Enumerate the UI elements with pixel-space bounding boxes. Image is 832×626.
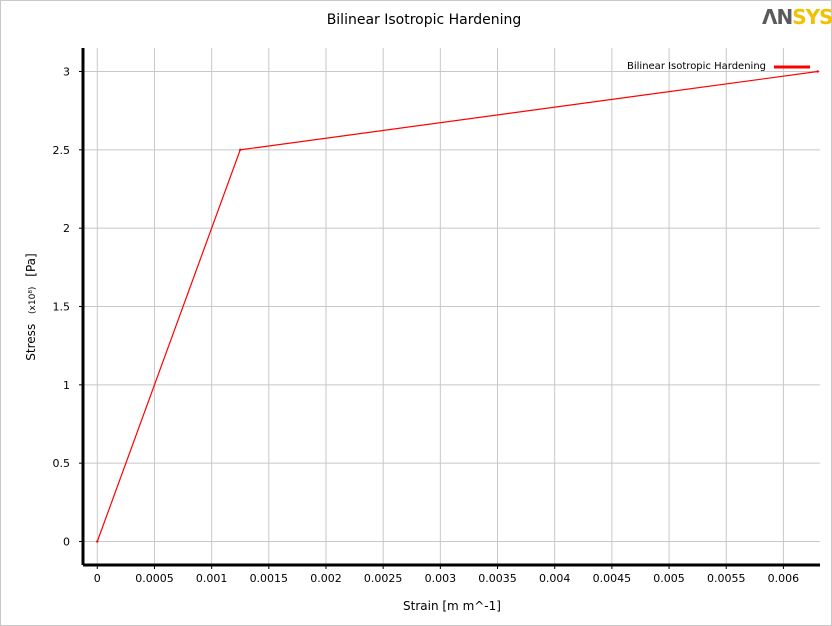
y-tick-label: 2.5	[53, 144, 71, 157]
legend-entry-label: Bilinear Isotropic Hardening	[627, 61, 766, 72]
axes	[79, 48, 820, 569]
logo-text-part1: ΛN	[762, 5, 792, 29]
logo-text-part2: SYS	[792, 5, 832, 29]
x-tick-label: 0.0005	[135, 572, 174, 585]
y-tick-label: 1.5	[53, 301, 71, 314]
x-tick-label: 0	[94, 572, 101, 585]
x-tick-labels: 0 0.0005 0.001 0.0015 0.002 0.0025 0.003 0.0035…	[94, 572, 799, 585]
y-tick-label: 0	[63, 536, 70, 549]
x-axis-label: Strain [m m^-1]	[403, 599, 501, 613]
y-tick-label: 1	[63, 379, 70, 392]
ansys-logo: ΛNSYS	[762, 5, 832, 29]
x-tick-label: 0.001	[196, 572, 228, 585]
chart-title: Bilinear Isotropic Hardening	[327, 12, 522, 28]
svg-text:Stress (x10⁸) [Pa]: Stress (x10⁸) [Pa]	[24, 253, 38, 360]
x-tick-label: 0.003	[425, 572, 457, 585]
data-point	[96, 540, 99, 543]
y-tick-label: 2	[63, 222, 70, 235]
x-tick-label: 0.0015	[250, 572, 289, 585]
data-point	[816, 70, 819, 73]
legend: Bilinear Isotropic Hardening	[627, 61, 810, 72]
y-axis-label-prefix: Stress	[24, 324, 38, 361]
x-tick-label: 0.006	[768, 572, 800, 585]
y-tick-labels: 0 0.5 1 1.5 2 2.5 3	[53, 66, 71, 549]
x-tick-label: 0.0025	[364, 572, 403, 585]
y-tick-label: 0.5	[53, 457, 71, 470]
svg-text:ΛNSYS: ΛNSYS	[762, 5, 832, 29]
series-layer	[96, 70, 819, 543]
x-tick-label: 0.002	[310, 572, 342, 585]
x-tick-label: 0.0055	[707, 572, 746, 585]
y-tick-label: 3	[63, 66, 70, 79]
data-point	[239, 148, 242, 152]
x-tick-label: 0.0035	[478, 572, 517, 585]
y-axis-label-unit: [Pa]	[24, 253, 38, 276]
y-axis-label-scale: (x10⁸)	[28, 287, 38, 314]
x-tick-label: 0.004	[539, 572, 571, 585]
grid	[83, 48, 820, 565]
y-axis-label: Stress (x10⁸) [Pa]	[24, 253, 38, 360]
x-tick-label: 0.005	[653, 572, 685, 585]
x-tick-label: 0.0045	[593, 572, 632, 585]
